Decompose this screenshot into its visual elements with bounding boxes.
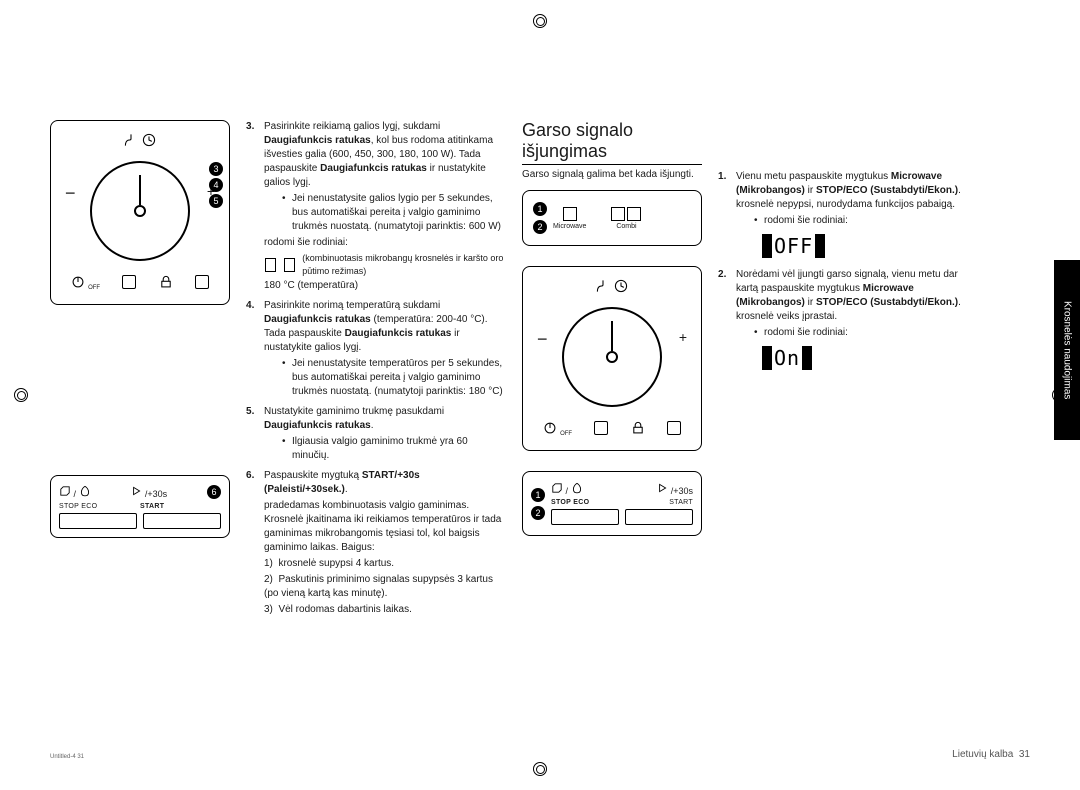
bottom-icon-row: OFF: [61, 275, 219, 294]
registration-mark: [14, 388, 28, 402]
bottom-icon-row: OFF: [533, 421, 691, 440]
plus-icon: +: [679, 329, 687, 345]
callout: 5: [209, 194, 223, 208]
combi-icon: Combi: [610, 207, 642, 230]
page-content: − + 3 4 5 OFF: [50, 120, 1030, 623]
hand-clock-icons: [533, 277, 691, 293]
stop-eco-label: STOP ECO: [59, 503, 97, 510]
start-icon-group: /+30s: [656, 482, 693, 496]
list-item: Jei nenustatysite temperatūros per 5 sek…: [282, 357, 506, 399]
list-item: rodomi šie rodiniai:: [754, 326, 978, 340]
list-item: Nustatykite gaminimo trukmę pasukdami Da…: [246, 405, 506, 463]
rect-icon: [195, 275, 209, 289]
callout: 1: [533, 202, 547, 216]
callout: 4: [209, 178, 223, 192]
rect-icon: [122, 275, 136, 289]
instructions-left: Pasirinkite reikiamą galios lygį, sukdam…: [246, 120, 506, 623]
section-subtitle: Garso signalą galima bet kada išjungti.: [522, 169, 702, 180]
button-panel: / /+30s 6 STOP ECO START: [50, 475, 230, 538]
dial-icon: [562, 307, 662, 407]
callout-group: 3 4 5: [209, 161, 223, 209]
list-item: rodomi šie rodiniai:: [754, 214, 978, 228]
dial-panel: − + 3 4 5 OFF: [50, 120, 230, 305]
panel-column-left: − + 3 4 5 OFF: [50, 120, 230, 623]
panel-column-right: Garso signalo išjungimas Garso signalą g…: [522, 120, 702, 623]
rect-icon: [667, 421, 681, 435]
footer-left-meta: Untitled-4 31: [50, 754, 84, 760]
button-panel-right: 1 2 / /+30s STOP: [522, 471, 702, 536]
display-on: On: [762, 346, 812, 370]
list-item: Vienu metu paspauskite mygtukus Microwav…: [718, 170, 978, 262]
stop-icon-group: /: [551, 482, 583, 496]
microwave-panel: 1 2 Microwave Combi: [522, 190, 702, 246]
lock-icon: [631, 421, 645, 438]
list-item: Ilgiausia valgio gaminimo trukmė yra 60 …: [282, 435, 506, 463]
stop-icon-group: /: [59, 485, 91, 499]
page-footer: Lietuvių kalba 31: [952, 749, 1030, 760]
display-off: OFF: [762, 234, 825, 258]
minus-icon: −: [537, 329, 548, 350]
stop-eco-label: STOP ECO: [551, 499, 589, 506]
registration-mark: [533, 762, 547, 776]
list-item: Paspauskite mygtuką START/+30s (Paleisti…: [246, 469, 506, 617]
power-off-icon: OFF: [71, 275, 100, 292]
callout: 2: [531, 506, 545, 520]
start-label: START: [669, 499, 693, 506]
instruction-list: Vienu metu paspauskite mygtukus Microwav…: [718, 170, 978, 374]
microwave-icon: Microwave: [553, 207, 586, 230]
section-tab: Krosnelės naudojimas: [1054, 260, 1080, 440]
button-rects: [59, 513, 221, 529]
instruction-list: Pasirinkite reikiamą galios lygį, sukdam…: [246, 120, 506, 617]
registration-mark: [533, 14, 547, 28]
callout: 6: [207, 485, 221, 499]
list-item: Pasirinkite reikiamą galios lygį, sukdam…: [246, 120, 506, 293]
list-item: Jei nenustatysite galios lygio per 5 sek…: [282, 192, 506, 234]
power-off-icon: OFF: [543, 421, 572, 438]
minus-icon: −: [65, 183, 76, 204]
list-item: Norėdami vėl įjungti garso signalą, vien…: [718, 268, 978, 374]
start-icon-group: /+30s: [130, 485, 167, 499]
callout: 1: [531, 488, 545, 502]
callout: 2: [533, 220, 547, 234]
hand-clock-icons: [61, 131, 219, 147]
lock-icon: [159, 275, 173, 292]
instructions-right: Vienu metu paspauskite mygtukus Microwav…: [718, 120, 978, 623]
callout: 3: [209, 162, 223, 176]
dial-panel-right: − + OFF: [522, 266, 702, 451]
start-label: START: [140, 503, 164, 510]
list-item: Pasirinkite norimą temperatūrą sukdami D…: [246, 299, 506, 399]
dial-icon: [90, 161, 190, 261]
section-title: Garso signalo išjungimas: [522, 120, 702, 162]
rect-icon: [594, 421, 608, 435]
